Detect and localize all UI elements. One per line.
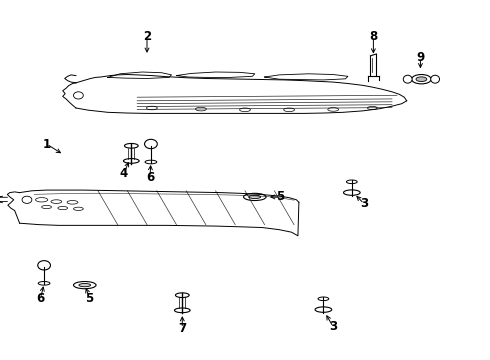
Ellipse shape: [145, 160, 157, 164]
Ellipse shape: [249, 195, 261, 198]
Text: 6: 6: [146, 171, 154, 184]
Text: 5: 5: [86, 292, 94, 305]
Text: 9: 9: [416, 51, 424, 64]
Ellipse shape: [123, 158, 139, 163]
Text: 3: 3: [360, 197, 368, 210]
Ellipse shape: [74, 282, 96, 289]
Ellipse shape: [244, 193, 266, 201]
Text: 6: 6: [37, 292, 45, 305]
Ellipse shape: [67, 201, 78, 204]
Ellipse shape: [196, 107, 206, 111]
Ellipse shape: [175, 293, 189, 297]
Text: 5: 5: [276, 190, 284, 203]
Text: 8: 8: [369, 30, 377, 43]
Ellipse shape: [403, 75, 412, 83]
Circle shape: [38, 261, 50, 270]
Circle shape: [22, 196, 32, 203]
Ellipse shape: [315, 307, 332, 312]
Text: 1: 1: [43, 138, 50, 150]
Text: 3: 3: [329, 320, 337, 333]
Ellipse shape: [36, 198, 48, 202]
Circle shape: [145, 139, 157, 149]
Circle shape: [74, 92, 83, 99]
Ellipse shape: [318, 297, 329, 301]
Ellipse shape: [346, 180, 357, 184]
Ellipse shape: [416, 77, 427, 81]
Text: 7: 7: [178, 322, 186, 335]
Ellipse shape: [74, 207, 83, 210]
Ellipse shape: [412, 75, 431, 84]
Ellipse shape: [58, 207, 68, 210]
Ellipse shape: [124, 143, 138, 148]
Ellipse shape: [42, 205, 51, 209]
Ellipse shape: [38, 282, 50, 285]
Ellipse shape: [79, 284, 91, 287]
Ellipse shape: [147, 106, 157, 110]
Ellipse shape: [240, 108, 250, 112]
Text: 4: 4: [120, 167, 128, 180]
Ellipse shape: [174, 308, 190, 312]
Text: 2: 2: [143, 30, 151, 43]
Ellipse shape: [431, 75, 440, 83]
Ellipse shape: [343, 190, 360, 195]
Ellipse shape: [328, 108, 339, 111]
Ellipse shape: [284, 108, 294, 112]
Ellipse shape: [368, 107, 377, 110]
Ellipse shape: [51, 200, 62, 203]
